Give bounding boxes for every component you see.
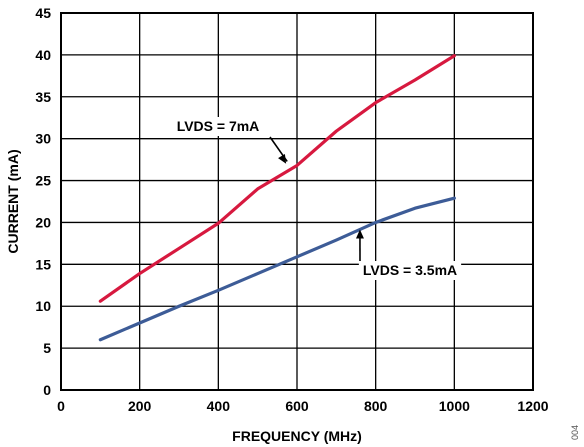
x-tick-label: 400 <box>207 398 231 414</box>
y-tick-label: 35 <box>35 89 51 105</box>
x-tick-label: 600 <box>285 398 309 414</box>
x-tick-label: 1200 <box>517 398 548 414</box>
annotations: LVDS = 7mA LVDS = 3.5mA <box>172 117 462 280</box>
series-group <box>98 54 456 342</box>
x-axis-title: FREQUENCY (MHz) <box>232 428 362 444</box>
y-tick-label: 45 <box>35 5 51 21</box>
series-line-1 <box>98 54 456 303</box>
annotation-label-2: LVDS = 3.5mA <box>363 262 457 278</box>
series-line-2 <box>98 196 456 342</box>
y-tick-label: 40 <box>35 47 51 63</box>
y-tick-label: 0 <box>43 382 51 398</box>
x-tick-label: 200 <box>128 398 152 414</box>
annotation-arrowhead <box>278 153 287 164</box>
y-tick-label: 25 <box>35 173 51 189</box>
x-tick-label: 1000 <box>439 398 470 414</box>
annotation-arrowhead <box>355 229 364 239</box>
x-tick-label: 800 <box>364 398 388 414</box>
tick-labels: 0 200 400 600 800 1000 1200 0 5 10 15 20 25 30 35 40 45 <box>35 5 548 414</box>
y-tick-label: 30 <box>35 131 51 147</box>
y-tick-label: 15 <box>35 256 51 272</box>
y-tick-label: 5 <box>43 340 51 356</box>
grid <box>61 13 533 390</box>
y-axis-title: CURRENT (mA) <box>5 149 21 253</box>
annotation-background <box>358 261 462 280</box>
x-tick-label: 0 <box>57 398 65 414</box>
y-tick-label: 10 <box>35 298 51 314</box>
annotation-label-1: LVDS = 7mA <box>177 118 260 134</box>
figure-id: 004 <box>570 425 580 440</box>
y-tick-label: 20 <box>35 214 51 230</box>
annotation-background <box>172 117 264 136</box>
plot-frame <box>60 12 534 391</box>
